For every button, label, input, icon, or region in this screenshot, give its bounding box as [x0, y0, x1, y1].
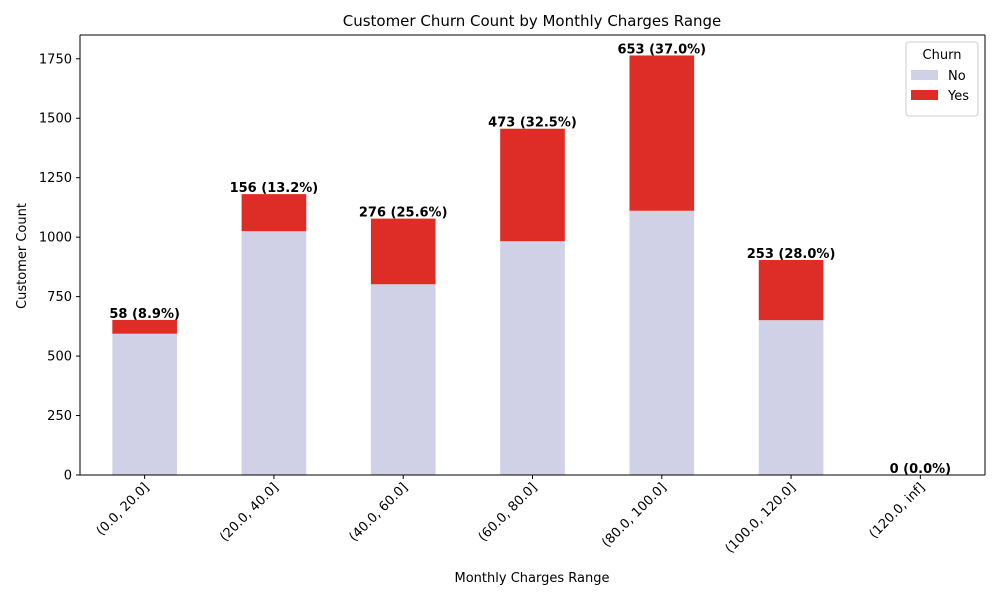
legend-label-no: No — [948, 69, 966, 84]
legend: Churn No Yes — [905, 41, 979, 117]
y-tick-label-7: 1750 — [39, 52, 72, 67]
y-tick-label-2: 500 — [47, 350, 72, 365]
bars-group — [112, 55, 824, 476]
data-label-6: 0 (0.0%) — [890, 462, 952, 477]
x-tick-label-3: (60.0, 80.0] — [476, 480, 541, 545]
x-tick-label-2: (40.0, 60.0] — [346, 480, 411, 545]
data-label-3: 473 (32.5%) — [488, 116, 577, 131]
bar-yes-1 — [241, 194, 307, 232]
data-label-0: 58 (8.9%) — [109, 307, 180, 322]
legend-swatch-yes — [911, 90, 938, 100]
bar-yes-3 — [500, 128, 565, 242]
x-tick-label-4: (80.0, 100.0] — [599, 480, 669, 550]
data-label-4: 653 (37.0%) — [617, 42, 706, 57]
bar-yes-0 — [112, 319, 177, 334]
data-labels-group: 58 (8.9%) 156 (13.2%) 276 (25.6%) 473 (32.5… — [109, 42, 951, 477]
bar-yes-4 — [629, 55, 695, 211]
y-tick-label-5: 1250 — [39, 171, 72, 186]
bar-no-3 — [500, 241, 565, 475]
bar-yes-2 — [370, 218, 436, 285]
x-tick-label-1: (20.0, 40.0] — [217, 480, 282, 545]
y-tick-label-3: 750 — [47, 290, 72, 305]
y-tick-label-6: 1500 — [39, 112, 72, 127]
bar-no-5 — [758, 320, 824, 475]
x-tick-label-5: (100.0, 120.0] — [723, 480, 799, 556]
y-tick-label-4: 1000 — [39, 231, 72, 246]
y-axis-title: Customer Count — [15, 203, 30, 309]
data-label-5: 253 (28.0%) — [747, 247, 836, 262]
bar-no-4 — [629, 210, 695, 476]
data-label-2: 276 (25.6%) — [359, 206, 448, 221]
legend-label-yes: Yes — [947, 89, 969, 104]
x-axis-title: Monthly Charges Range — [455, 571, 610, 586]
y-tick-label-1: 250 — [47, 409, 72, 424]
bar-yes-5 — [758, 259, 824, 321]
legend-title: Churn — [923, 48, 962, 63]
chart-title: Customer Churn Count by Monthly Charges … — [343, 12, 722, 30]
bar-no-2 — [370, 284, 436, 475]
bar-no-1 — [241, 231, 307, 475]
x-tick-label-0: (0.0, 20.0] — [94, 480, 153, 539]
data-label-1: 156 (13.2%) — [230, 181, 319, 196]
x-tick-label-6: (120.0, inf] — [867, 480, 929, 542]
bar-no-0 — [112, 333, 177, 475]
y-tick-label-0: 0 — [64, 469, 72, 484]
legend-swatch-no — [911, 70, 938, 80]
